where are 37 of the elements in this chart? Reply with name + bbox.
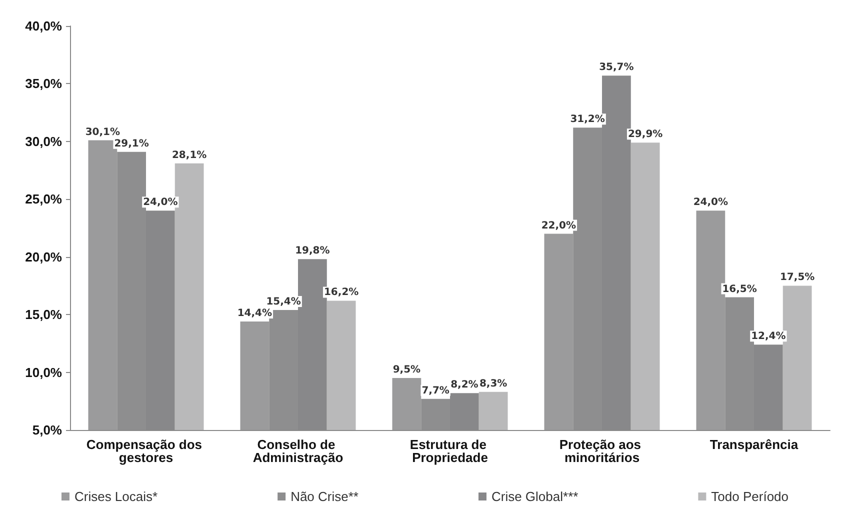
y-tick-label: 5,0%	[32, 422, 62, 438]
y-tick-label: 30,0%	[25, 134, 62, 149]
x-tick-label: Conselho de Administração	[252, 437, 344, 465]
legend-label: Não Crise**	[290, 489, 358, 504]
data-label: 35,7%	[599, 62, 634, 74]
data-label: 16,5%	[722, 284, 757, 295]
y-tick-label: 20,0%	[25, 249, 62, 264]
legend-label: Crise Global***	[491, 489, 578, 504]
data-label: 16,2%	[324, 287, 359, 298]
x-tick-label: Compensação dos gestores	[86, 437, 206, 465]
y-tick-label: 15,0%	[25, 307, 62, 322]
y-tick-label: 25,0%	[25, 192, 62, 207]
y-tick-label: 10,0%	[25, 364, 62, 380]
data-label: 7,7%	[422, 385, 450, 396]
data-label: 28,1%	[172, 150, 207, 161]
y-tick-label: 35,0%	[25, 76, 62, 92]
data-label: 29,9%	[628, 129, 663, 140]
data-label: 12,4%	[751, 331, 786, 342]
x-tick-label: Proteção aos minoritários	[559, 437, 645, 465]
data-label: 9,5%	[392, 364, 421, 376]
legend-label: Crises Locais*	[74, 489, 158, 504]
data-label: 30,1%	[85, 126, 120, 138]
data-label: 24,0%	[693, 197, 728, 208]
data-label: 19,8%	[295, 246, 330, 257]
data-label: 15,4%	[266, 296, 301, 308]
data-label: 22,0%	[541, 220, 576, 232]
data-label: 14,4%	[237, 308, 272, 319]
data-label: 29,1%	[114, 138, 149, 150]
x-tick-label: Estrutura de Propriedade	[410, 437, 490, 465]
y-tick-label: 40,0%	[25, 18, 62, 34]
legend-label: Todo Período	[711, 489, 789, 504]
data-label: 24,0%	[143, 197, 178, 208]
data-label: 8,3%	[479, 378, 508, 390]
data-label: 8,2%	[450, 380, 478, 391]
x-tick-label: Transparência	[710, 437, 799, 452]
data-label: 31,2%	[570, 114, 605, 126]
data-label: 17,5%	[780, 272, 815, 284]
